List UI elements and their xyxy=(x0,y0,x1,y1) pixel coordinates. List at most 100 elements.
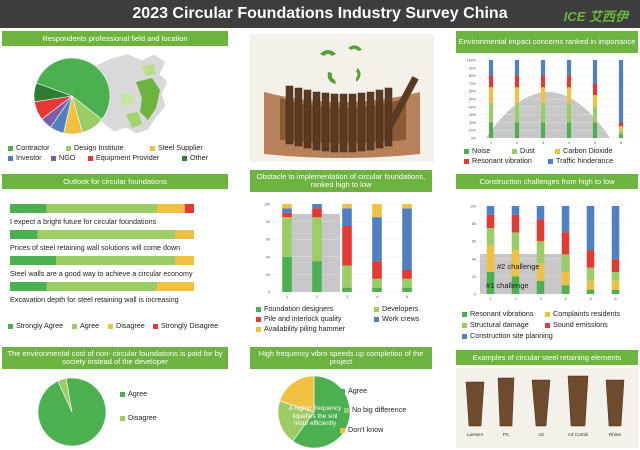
impact-chart: 0% 10% 20% 30% 40% 50% 60% 70% 80% 90% 100% 1 2 3 4 5 6 xyxy=(467,59,634,145)
china-map-highlight-north xyxy=(142,64,156,76)
y-tick-label: 80 xyxy=(472,222,476,226)
impact-bar-2-1 xyxy=(514,122,520,138)
construction-bar-2-1 xyxy=(511,276,520,294)
annotation-challenge-1: #1 challenge xyxy=(486,281,529,290)
respondents-pie-slice-7 xyxy=(33,82,73,103)
china-map-highlight-east xyxy=(136,78,160,120)
annotation-challenge-2: #2 challenge xyxy=(497,262,540,271)
construction-bar-1-2 xyxy=(486,245,495,272)
az-pile xyxy=(531,379,551,427)
legend-complaints-residents: Complaints residents xyxy=(545,309,620,318)
legend-disagree: Disagree xyxy=(108,321,145,330)
impact-bar-5-2 xyxy=(592,106,598,123)
obstacle-bar-4-5 xyxy=(372,204,382,218)
obstacle-bar-3-3 xyxy=(342,226,352,266)
obstacle-bar-3-1 xyxy=(342,287,352,292)
vibro-pie-slice-2 xyxy=(277,400,315,442)
examples-illustration: Larssen PC AZ AZ Combi Rhine xyxy=(456,368,638,448)
vibro-header: High frequency vibro speeds up completio… xyxy=(250,347,432,369)
obstacle-bar-4-3 xyxy=(372,261,382,279)
impact-header: Environmental impact concerns ranked in … xyxy=(456,31,638,53)
legend-pile-interlock-quality: Pile and interlock quality xyxy=(256,314,342,323)
impact-bar-3-2 xyxy=(540,102,546,123)
impact-bar-1-4 xyxy=(488,75,494,88)
outlook-bar-3-3 xyxy=(175,256,194,265)
y-tick-label: 60 xyxy=(266,238,270,242)
construction-bar-3-5 xyxy=(536,206,545,220)
obstacle-bar-5-3 xyxy=(402,270,412,279)
impact-bar-5-1 xyxy=(592,122,598,138)
legend-resonant-vibrations: Resonant vibrations xyxy=(462,309,534,318)
impact-bar-2-2 xyxy=(514,102,520,123)
x-tick-label: 4 xyxy=(564,297,566,300)
construction-header: Construction challenges from high to low xyxy=(456,174,638,189)
legend-traffic-hinderance: Traffic hinderance xyxy=(548,156,613,165)
y-tick-label: 0 xyxy=(268,291,270,295)
obstacle-bar-5-5 xyxy=(402,204,412,209)
legend-steel-supplier: Steel Supplier xyxy=(150,143,203,152)
x-tick-label: 1 xyxy=(286,295,288,299)
y-tick-label: 40% xyxy=(469,105,477,109)
respondents-header: Respondents professional field and locat… xyxy=(2,31,228,46)
impact-bar-6-2 xyxy=(618,130,624,135)
legend-construction-site-planning: Construction site planning xyxy=(462,331,553,340)
impact-bar-4-4 xyxy=(566,75,572,88)
pc-pile xyxy=(497,377,515,427)
example-label-4: AZ Combi xyxy=(568,432,588,437)
impact-bar-5-4 xyxy=(592,83,598,96)
impact-bar-5-3 xyxy=(592,95,598,107)
construction-highlight xyxy=(480,254,570,294)
y-tick-label: 90% xyxy=(469,66,477,70)
x-tick-label: 4 xyxy=(568,141,570,145)
obstacle-bar-3-5 xyxy=(342,204,352,209)
construction-bar-3-1 xyxy=(536,280,545,294)
page-title: 2023 Circular Foundations Industry Surve… xyxy=(132,5,508,22)
sheet-pile-illustration xyxy=(250,34,434,162)
outlook-bar-4-2 xyxy=(46,282,158,291)
legend-design-institute: Design Institute xyxy=(66,143,124,152)
x-tick-label: 2 xyxy=(514,297,516,300)
outlook-bar-3-1 xyxy=(10,256,56,265)
obstacle-bar-1-1 xyxy=(282,256,292,292)
y-tick-label: 80 xyxy=(266,220,270,224)
outlook-bar-4-1 xyxy=(10,282,47,291)
company-logo: ICE 艾西伊 xyxy=(563,9,628,24)
respondents-chart xyxy=(33,53,169,135)
impact-bar-6-4 xyxy=(618,122,624,127)
x-tick-label: 6 xyxy=(614,297,616,300)
vibro-note: A higher frequency liquefies the soil mo… xyxy=(288,405,342,427)
china-map-highlight-south xyxy=(126,112,142,128)
construction-bar-3-3 xyxy=(536,241,545,264)
construction-bar-1-3 xyxy=(486,228,495,246)
outlook-bar-2-1 xyxy=(10,230,38,239)
x-tick-label: 4 xyxy=(376,295,378,299)
legend-noise: Noise xyxy=(464,146,490,155)
env-cost-chart xyxy=(37,377,107,447)
obstacle-bar-2-3 xyxy=(312,208,322,218)
obstacle-bar-1-3 xyxy=(282,212,292,218)
obstacle-bar-5-1 xyxy=(402,287,412,292)
x-tick-label: 5 xyxy=(594,141,596,145)
respondents-pie-slice-1 xyxy=(35,57,111,120)
construction-bar-6-1 xyxy=(611,289,620,294)
obstacle-bar-3-4 xyxy=(342,208,352,226)
legend-contractor: Contractor xyxy=(8,143,50,152)
obstacle-bar-2-4 xyxy=(312,204,322,209)
vibro-pie-slice-1 xyxy=(292,375,351,449)
construction-bar-6-2 xyxy=(611,280,620,290)
examples-header: Examples of circular steel retaining ele… xyxy=(456,350,638,365)
obstacle-header: Obstacle to implementation of circular f… xyxy=(250,170,432,192)
y-tick-label: 100 xyxy=(470,205,476,209)
env-cost-pie-slice-2 xyxy=(57,378,73,413)
y-tick-label: 10% xyxy=(469,129,477,133)
impact-bar-4-2 xyxy=(566,102,572,123)
obstacle-bar-4-4 xyxy=(372,217,382,262)
construction-bar-3-4 xyxy=(536,219,545,242)
larssen-pile xyxy=(465,381,485,427)
obstacle-bar-3-2 xyxy=(342,265,352,288)
obstacle-bar-4-2 xyxy=(372,278,382,288)
y-tick-label: 60% xyxy=(469,90,477,94)
x-tick-label: 3 xyxy=(346,295,348,299)
construction-bar-4-4 xyxy=(561,232,570,255)
x-tick-label: 5 xyxy=(406,295,408,299)
